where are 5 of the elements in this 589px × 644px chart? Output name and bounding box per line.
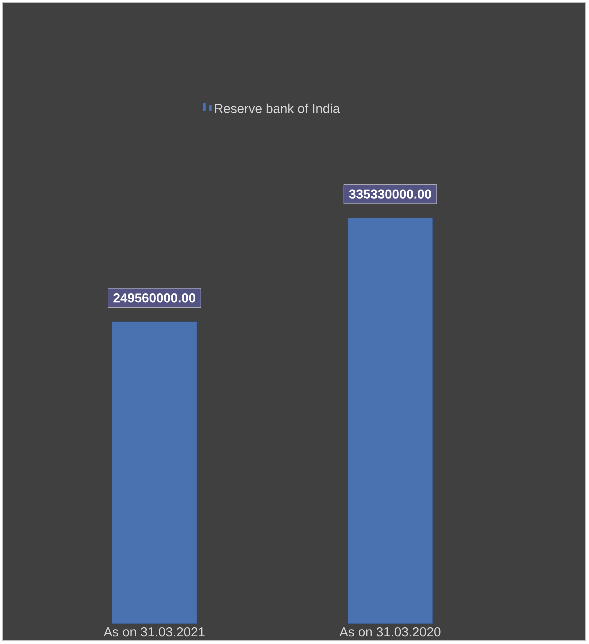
x-tick-label: As on 31.03.2020 [340,628,441,637]
data-label: 249560000.00 [114,294,196,303]
data-label: 335330000.00 [349,190,432,199]
legend-label: Reserve bank of India [215,104,340,114]
x-tick-label: As on 31.03.2021 [104,628,205,637]
